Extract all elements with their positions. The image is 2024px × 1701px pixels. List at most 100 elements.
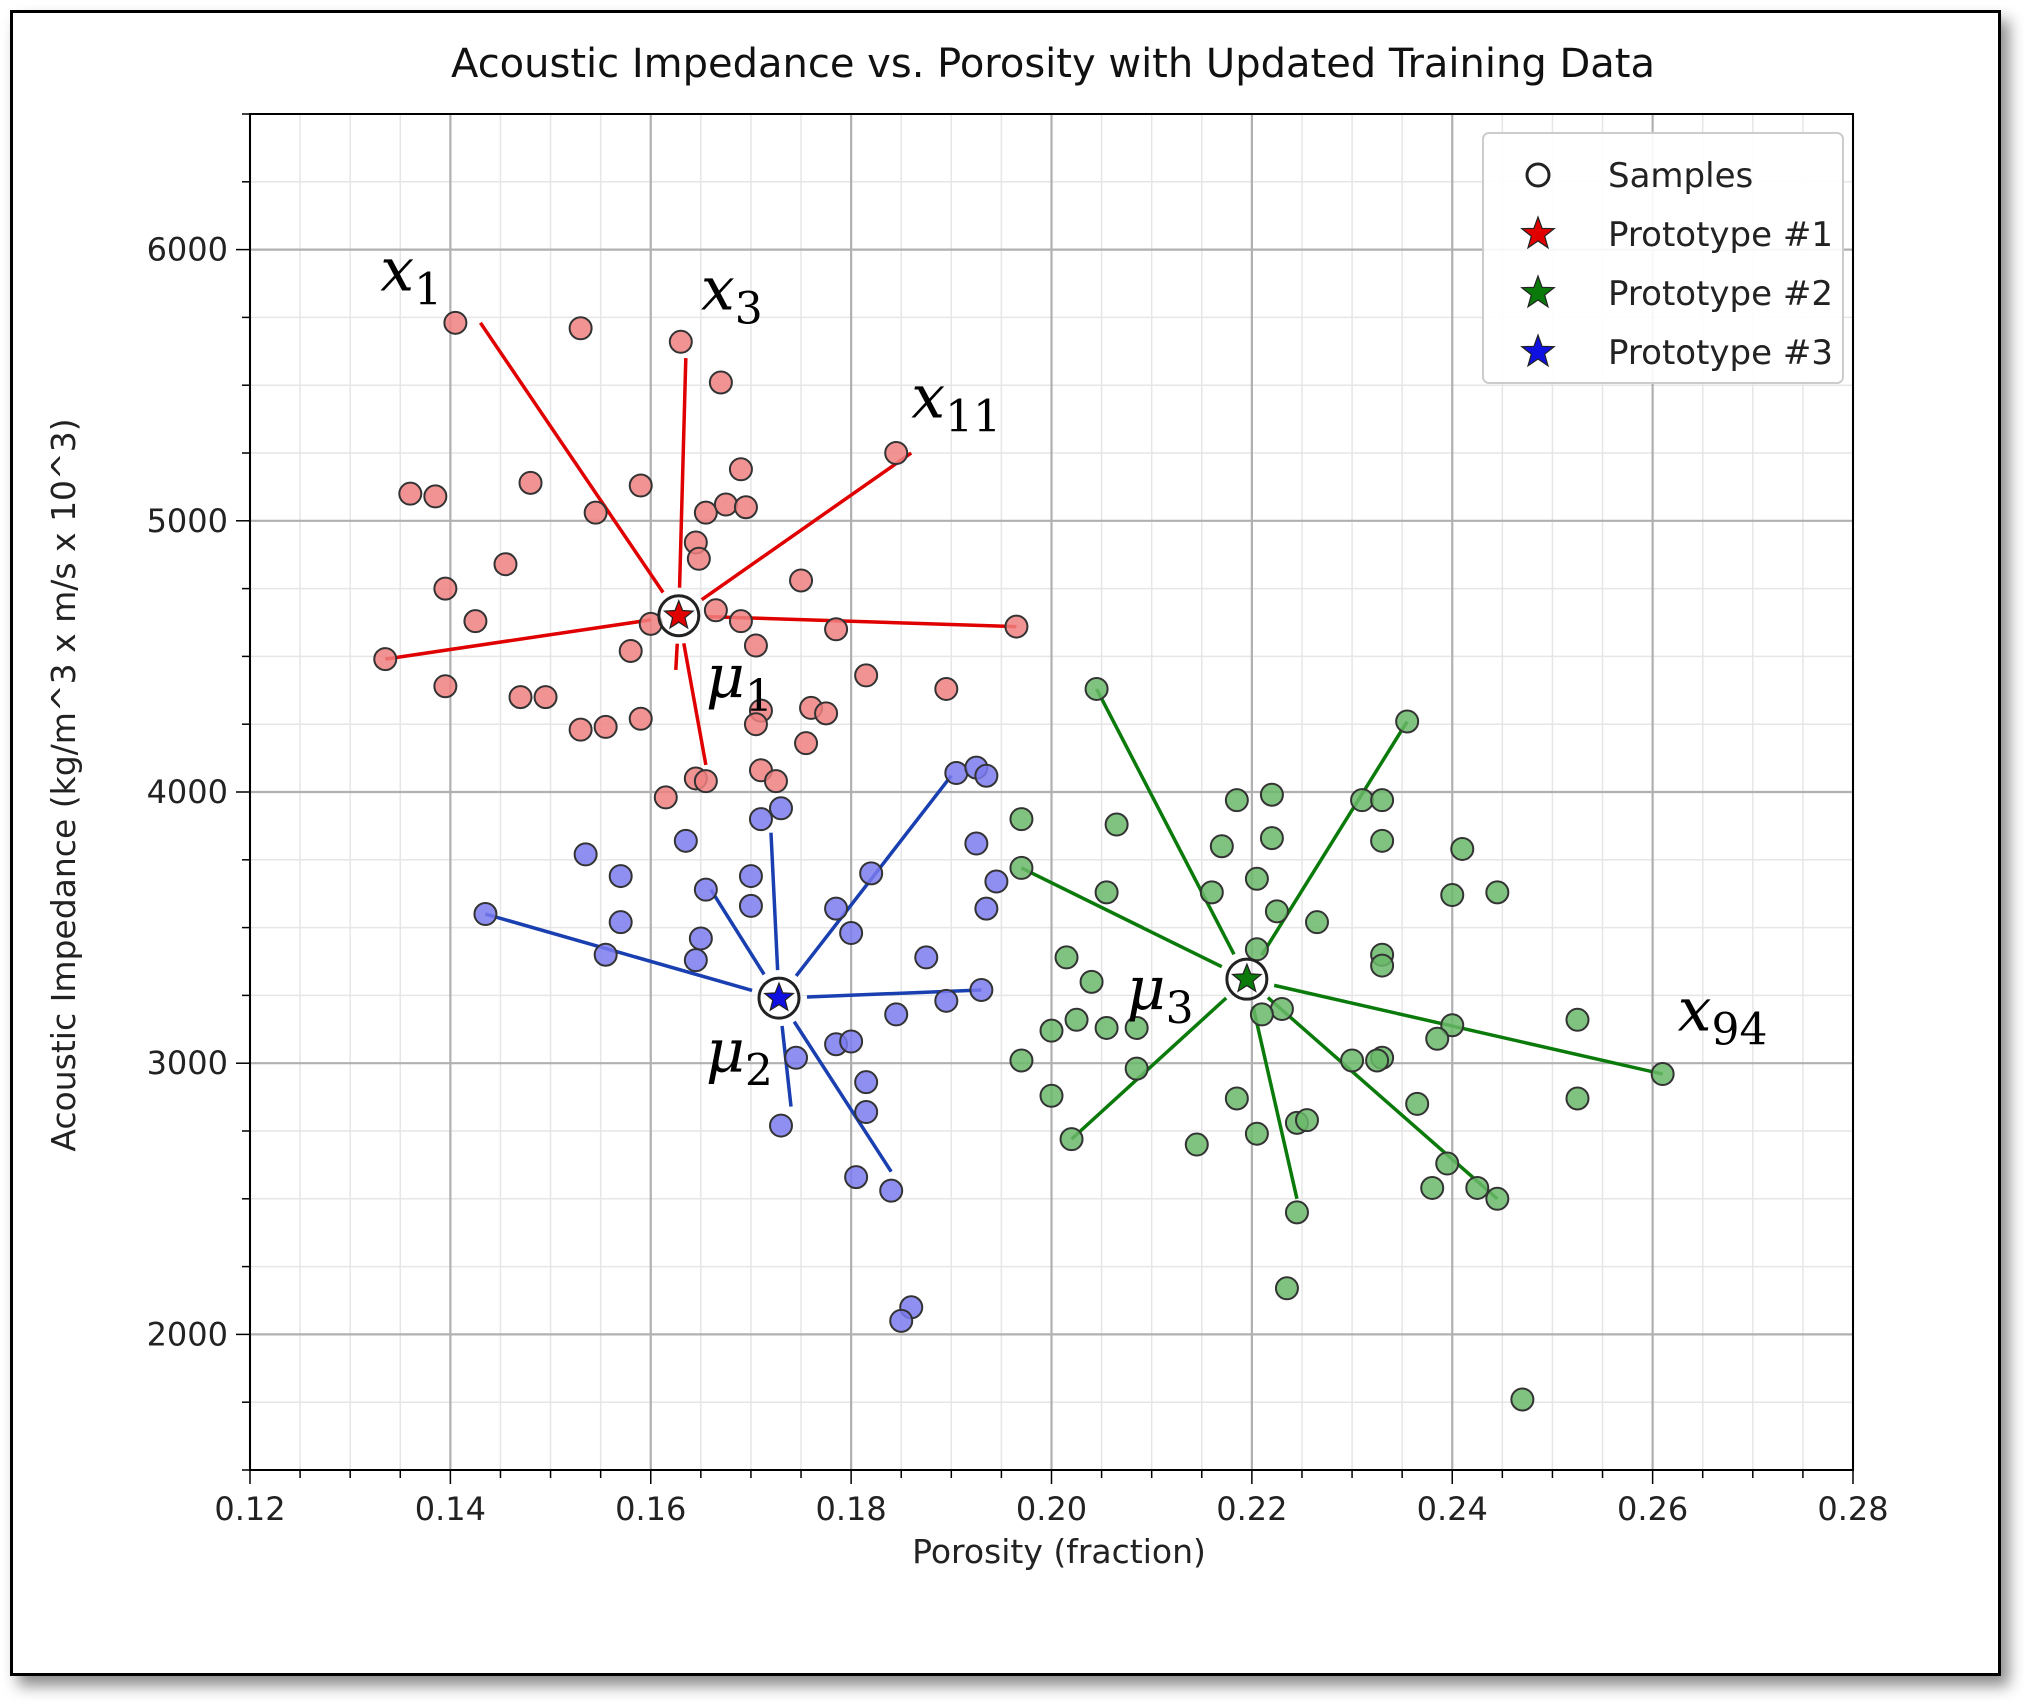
sample-point [1094, 1015, 1119, 1040]
sample-point [618, 638, 643, 663]
sample-point [748, 807, 773, 832]
sample-point [1450, 836, 1475, 861]
sample-point [693, 769, 718, 794]
distance-line [1070, 996, 1228, 1141]
prototype-markers [657, 594, 1269, 1020]
sample-point [686, 546, 711, 571]
sample-point [1304, 910, 1329, 935]
sample-point [433, 674, 458, 699]
distance-line [1020, 866, 1223, 969]
sample-point [974, 763, 999, 788]
distance-line [792, 1020, 893, 1173]
sample-point [373, 647, 398, 672]
sample-point [1420, 1175, 1445, 1200]
sample-point [974, 896, 999, 921]
sample-point [1249, 1002, 1274, 1027]
distance-line [484, 912, 753, 993]
sample-point [728, 457, 753, 482]
sample-point [1059, 1127, 1084, 1152]
y-tick-label: 2000 [147, 1315, 228, 1353]
sample-point [1350, 788, 1375, 813]
sample-point [1039, 1018, 1064, 1043]
sample-point [854, 1070, 879, 1095]
sample-point [1094, 880, 1119, 905]
sample-point [879, 1178, 904, 1203]
sample-point [463, 609, 488, 634]
sample-point [673, 828, 698, 853]
tick-labels: 0.12 0.14 0.16 0.18 0.20 0.22 0.24 0.26 0.28 2000… [147, 231, 1889, 1528]
sample-point [824, 896, 849, 921]
distance-line [478, 321, 665, 594]
sample-point [1224, 788, 1249, 813]
sample-point [683, 948, 708, 973]
point-annotation: μ3 [1127, 954, 1194, 1034]
sample-point [859, 861, 884, 886]
point-annotation: μ2 [706, 1016, 773, 1096]
sample-point [693, 500, 718, 525]
point-annotation: μ1 [706, 642, 773, 722]
sample-point [934, 676, 959, 701]
x-tick-label: 0.16 [615, 1490, 686, 1528]
sample-point [1340, 1048, 1365, 1073]
prototype-star [662, 599, 695, 630]
sample-point [1485, 1186, 1510, 1211]
sample-point [1039, 1083, 1064, 1108]
x-tick-label: 0.20 [1016, 1490, 1087, 1528]
sample-point [1650, 1062, 1675, 1087]
sample-point [884, 1002, 909, 1027]
x-tick-label: 0.22 [1216, 1490, 1287, 1528]
sample-point [1184, 1132, 1209, 1157]
sample-point [1395, 709, 1420, 734]
y-tick-label: 4000 [147, 773, 228, 811]
sample-point [1370, 828, 1395, 853]
sample-point [944, 761, 969, 786]
sample-point [969, 977, 994, 1002]
sample-point [508, 685, 533, 710]
sample-point [1004, 614, 1029, 639]
sample-point [733, 495, 758, 520]
plot-border [249, 113, 1854, 1471]
sample-point [1435, 1151, 1460, 1176]
sample-point [1009, 807, 1034, 832]
sample-point [763, 769, 788, 794]
sample-point [914, 945, 939, 970]
sample-point [844, 1165, 869, 1190]
sample-point [593, 942, 618, 967]
sample-point [668, 329, 693, 354]
sample-point [1064, 1007, 1089, 1032]
sample-point [708, 370, 733, 395]
sample-point [1425, 1026, 1450, 1051]
sample-point [653, 785, 678, 810]
sample-point [1485, 880, 1510, 905]
legend-marker [1520, 274, 1556, 309]
sample-point [768, 796, 793, 821]
y-tick-label: 5000 [147, 502, 228, 540]
prototype-star [1231, 962, 1263, 993]
point-annotation: x11 [911, 363, 1001, 443]
sample-point [1209, 834, 1234, 859]
y-axis-label: Acoustic Impedance (kg/m^3 x m/s x 10^3) [44, 418, 83, 1151]
sample-point [738, 893, 763, 918]
sample-point [493, 552, 518, 577]
sample-point [1244, 1121, 1269, 1146]
sample-point [743, 712, 768, 737]
sample-point [1269, 996, 1294, 1021]
sample-point [628, 706, 653, 731]
sample-point [628, 473, 653, 498]
legend-marker [1525, 162, 1551, 188]
distance-line [709, 888, 766, 976]
x-tick-label: 0.14 [415, 1490, 486, 1528]
sample-point [964, 831, 989, 856]
sample-point [1124, 1056, 1149, 1081]
sample-point [1565, 1086, 1590, 1111]
sample-point [608, 864, 633, 889]
sample-point [423, 484, 448, 509]
x-tick-label: 0.28 [1817, 1490, 1888, 1528]
sample-point [688, 926, 713, 951]
sample-point [1199, 880, 1224, 905]
distance-line [769, 832, 780, 971]
legend-label: Samples [1608, 156, 1753, 196]
sample-point [1370, 788, 1395, 813]
distance-line [384, 618, 652, 661]
legend-label: Prototype #2 [1608, 274, 1833, 314]
